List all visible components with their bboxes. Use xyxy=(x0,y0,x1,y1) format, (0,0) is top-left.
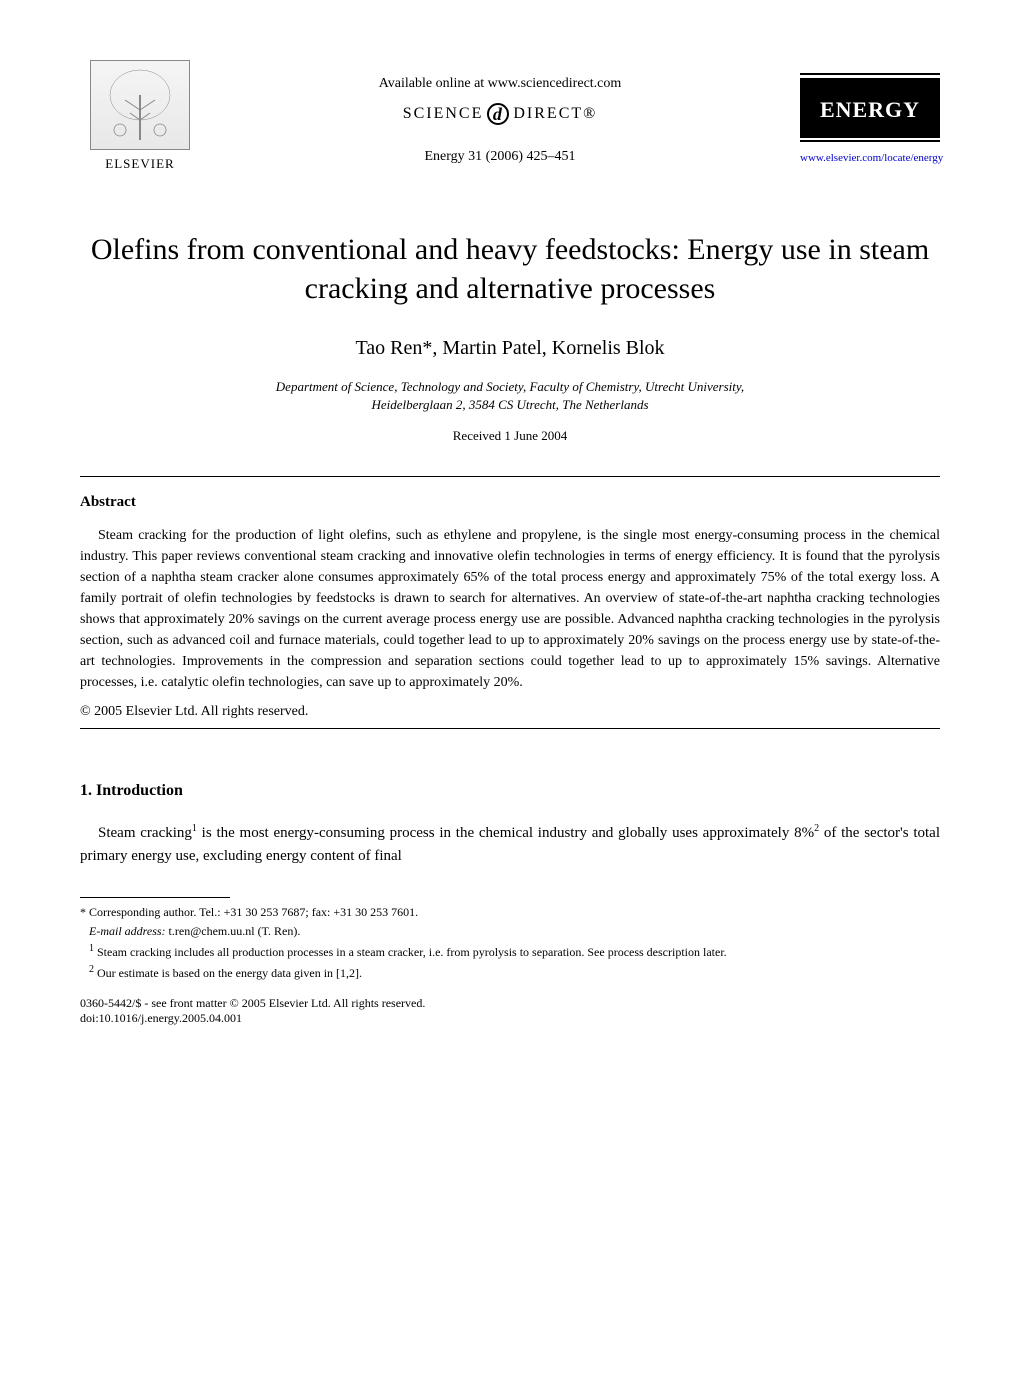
issn-line: 0360-5442/$ - see front matter © 2005 El… xyxy=(80,996,940,1012)
center-header: Available online at www.sciencedirect.co… xyxy=(200,73,800,167)
abstract-text: Steam cracking for the production of lig… xyxy=(80,525,940,693)
fn2-text: Our estimate is based on the energy data… xyxy=(94,966,362,980)
energy-journal-box: ENERGY www.elsevier.com/locate/energy xyxy=(800,73,940,167)
science-left: SCIENCE xyxy=(403,102,484,126)
email-value: t.ren@chem.uu.nl (T. Ren). xyxy=(166,924,301,938)
intro-text-mid: is the most energy-consuming process in … xyxy=(197,825,814,841)
footnote-rule xyxy=(80,897,230,898)
fn1-text: Steam cracking includes all production p… xyxy=(94,945,727,959)
elsevier-label: ELSEVIER xyxy=(105,154,174,174)
intro-text-pre: Steam cracking xyxy=(98,825,192,841)
copyright-line: © 2005 Elsevier Ltd. All rights reserved… xyxy=(80,701,940,722)
journal-header: ELSEVIER Available online at www.science… xyxy=(80,60,940,180)
science-right: DIRECT® xyxy=(513,102,597,126)
affiliation-line2: Heidelberglaan 2, 3584 CS Utrecht, The N… xyxy=(371,397,648,412)
received-date: Received 1 June 2004 xyxy=(80,426,940,446)
footnote-1: 1 Steam cracking includes all production… xyxy=(80,942,940,961)
authors-line: Tao Ren*, Martin Patel, Kornelis Blok xyxy=(80,333,940,363)
journal-citation: Energy 31 (2006) 425–451 xyxy=(200,146,800,167)
publication-info: 0360-5442/$ - see front matter © 2005 El… xyxy=(80,996,940,1027)
abstract-heading: Abstract xyxy=(80,491,940,514)
elsevier-tree-icon xyxy=(90,60,190,150)
energy-logo: ENERGY xyxy=(800,78,940,138)
corr-text: Corresponding author. Tel.: +31 30 253 7… xyxy=(86,905,418,919)
email-footnote: E-mail address: t.ren@chem.uu.nl (T. Ren… xyxy=(80,923,940,940)
affiliation: Department of Science, Technology and So… xyxy=(80,378,940,414)
introduction-heading: 1. Introduction xyxy=(80,779,940,803)
science-direct-logo: SCIENCE d DIRECT® xyxy=(200,102,800,126)
email-label: E-mail address: xyxy=(89,924,166,938)
doi-line: doi:10.1016/j.energy.2005.04.001 xyxy=(80,1011,940,1027)
sd-circle-icon: d xyxy=(487,103,509,125)
introduction-text: Steam cracking1 is the most energy-consu… xyxy=(80,821,940,867)
paper-title: Olefins from conventional and heavy feed… xyxy=(80,230,940,308)
elsevier-logo: ELSEVIER xyxy=(80,60,200,180)
journal-url-link[interactable]: www.elsevier.com/locate/energy xyxy=(800,150,940,167)
available-online-text: Available online at www.sciencedirect.co… xyxy=(200,73,800,94)
corresponding-author-footnote: * Corresponding author. Tel.: +31 30 253… xyxy=(80,904,940,921)
affiliation-line1: Department of Science, Technology and So… xyxy=(276,379,744,394)
footnote-2: 2 Our estimate is based on the energy da… xyxy=(80,963,940,982)
abstract-bottom-rule xyxy=(80,728,940,729)
abstract-top-rule xyxy=(80,476,940,477)
